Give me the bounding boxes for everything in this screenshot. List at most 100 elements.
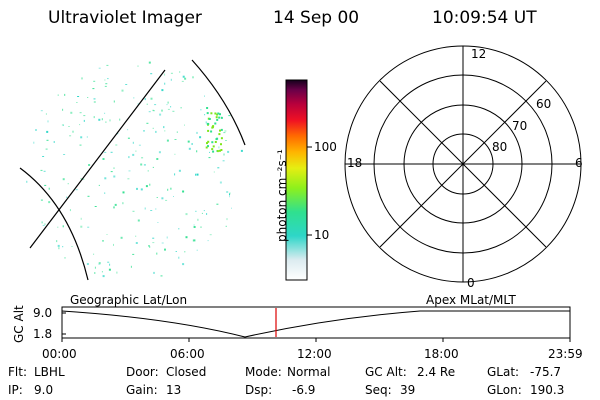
geographic-grid-arc	[19, 167, 89, 281]
emission-speckle	[193, 224, 195, 226]
altitude-xtick-0600: 06:00	[170, 347, 205, 361]
emission-speckle	[220, 149, 223, 151]
emission-speckle	[152, 242, 155, 244]
emission-speckle	[205, 146, 208, 149]
glon-label: GLon:	[487, 383, 522, 397]
mlt-label-0: 0	[467, 276, 475, 290]
emission-speckle	[210, 112, 213, 115]
emission-speckle	[219, 181, 222, 184]
emission-speckle	[184, 124, 185, 126]
emission-speckle	[105, 83, 108, 85]
emission-speckle	[107, 261, 110, 263]
emission-speckle	[67, 183, 69, 185]
colorbar-label-10: 10	[314, 228, 330, 242]
emission-speckle	[153, 271, 155, 274]
emission-speckle	[164, 248, 166, 251]
emission-speckle	[216, 203, 219, 205]
mode-value: Normal	[287, 365, 331, 379]
emission-speckle	[98, 67, 101, 69]
emission-speckle	[98, 263, 101, 265]
emission-speckle	[80, 217, 82, 220]
geographic-grid-arc-right	[191, 59, 246, 146]
glat-label: GLat:	[487, 365, 520, 379]
emission-speckle	[63, 154, 66, 155]
emission-speckle	[180, 107, 182, 109]
emission-speckle	[69, 135, 72, 137]
emission-speckle	[185, 213, 188, 216]
emission-speckle	[166, 104, 168, 106]
emission-speckle	[61, 124, 64, 126]
emission-speckle	[216, 113, 219, 116]
emission-speckle	[185, 236, 188, 239]
emission-speckle	[155, 130, 157, 133]
emission-speckle	[43, 223, 46, 225]
emission-speckle	[200, 226, 202, 228]
dsp-value: -6.9	[292, 383, 316, 397]
emission-speckle	[174, 153, 176, 155]
ip-value: 9.0	[34, 383, 54, 397]
emission-speckle	[45, 148, 48, 150]
emission-speckle	[40, 110, 43, 112]
uv-image-disk	[19, 57, 246, 283]
emission-speckle	[220, 143, 222, 146]
emission-speckle	[172, 110, 175, 112]
altitude-panel	[61, 306, 571, 342]
emission-speckle	[58, 247, 60, 250]
emission-speckle	[211, 141, 214, 144]
emission-speckle	[212, 145, 215, 148]
emission-speckle	[137, 219, 140, 222]
seq-value: 39	[400, 383, 416, 397]
emission-speckle	[104, 177, 107, 180]
altitude-left-caption: Geographic Lat/Lon	[70, 293, 188, 307]
emission-speckle	[225, 225, 227, 227]
emission-speckle	[94, 272, 96, 274]
emission-speckle	[166, 236, 168, 239]
emission-speckle	[240, 149, 243, 152]
emission-speckle	[174, 173, 176, 176]
altitude-ylabel: GC Alt	[12, 305, 26, 343]
emission-speckle	[219, 113, 221, 116]
emission-speckle	[204, 95, 205, 97]
emission-speckle	[193, 226, 196, 228]
glon-value: 190.3	[530, 383, 565, 397]
emission-speckle	[140, 188, 143, 191]
emission-speckle	[144, 207, 146, 210]
emission-speckle	[79, 144, 82, 146]
emission-speckle	[68, 126, 70, 127]
emission-speckle	[157, 222, 159, 223]
emission-speckle	[135, 235, 137, 237]
emission-speckle	[214, 122, 217, 125]
emission-speckle	[228, 115, 231, 117]
emission-speckle	[135, 150, 137, 152]
emission-speckle	[56, 240, 58, 243]
emission-speckle	[132, 153, 135, 156]
mlt-label-18: 18	[347, 156, 363, 170]
emission-speckle	[197, 218, 199, 221]
emission-speckle	[193, 239, 196, 242]
emission-speckle	[115, 144, 118, 146]
emission-speckle	[132, 210, 135, 212]
emission-speckle	[87, 97, 89, 98]
emission-speckle	[101, 271, 103, 273]
emission-speckle	[179, 71, 181, 73]
dsp-label: Dsp:	[245, 383, 273, 397]
emission-speckle	[107, 78, 109, 80]
emission-speckle	[154, 104, 157, 106]
emission-speckle	[53, 141, 55, 143]
altitude-xtick-1200: 12:00	[297, 347, 332, 361]
emission-speckle	[187, 140, 190, 143]
emission-speckle	[128, 170, 131, 172]
emission-speckle	[121, 89, 124, 92]
altitude-ytick-high: 9.0	[33, 306, 53, 320]
emission-speckle	[45, 113, 47, 115]
observation-time: 10:09:54 UT	[432, 8, 537, 28]
emission-speckle	[181, 80, 184, 82]
glat-value: -75.7	[530, 365, 562, 379]
emission-speckle	[200, 109, 202, 111]
emission-speckle	[191, 143, 193, 145]
emission-speckle	[64, 93, 66, 96]
emission-speckle	[209, 234, 212, 236]
emission-speckle	[210, 130, 213, 133]
emission-speckle	[62, 108, 64, 111]
emission-speckle	[164, 82, 166, 85]
